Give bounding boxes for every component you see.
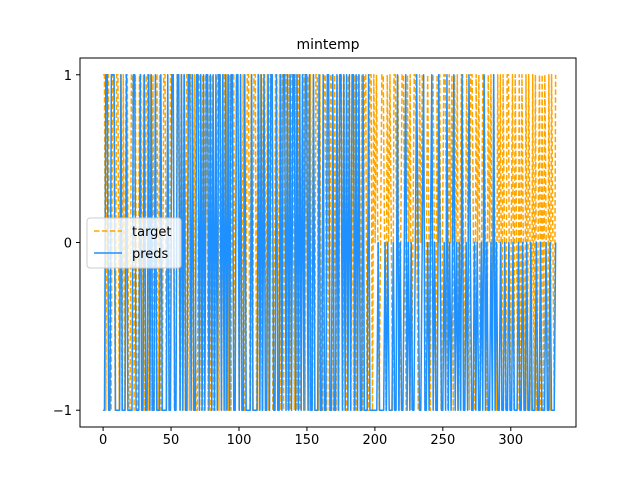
x-tick-label: 200 (362, 433, 387, 448)
y-tick-label: 1 (64, 69, 72, 84)
x-tick-label: 50 (163, 433, 180, 448)
y-tick-label: −1 (53, 404, 72, 419)
x-axis: 0 50 100 150 200 250 300 (99, 427, 523, 448)
x-tick-label: 300 (498, 433, 523, 448)
legend-label-target: target (132, 225, 172, 240)
series-line-preds (103, 74, 557, 411)
x-tick-label: 150 (295, 433, 320, 448)
y-tick-label: 0 (64, 237, 72, 252)
legend: target preds (86, 217, 182, 269)
y-axis: −1 0 1 (53, 69, 80, 419)
legend-label-preds: preds (132, 247, 169, 262)
chart-title: mintemp (296, 37, 359, 53)
x-tick-label: 0 (99, 433, 107, 448)
x-tick-label: 100 (227, 433, 252, 448)
series-layer (103, 74, 557, 411)
x-tick-label: 250 (430, 433, 455, 448)
